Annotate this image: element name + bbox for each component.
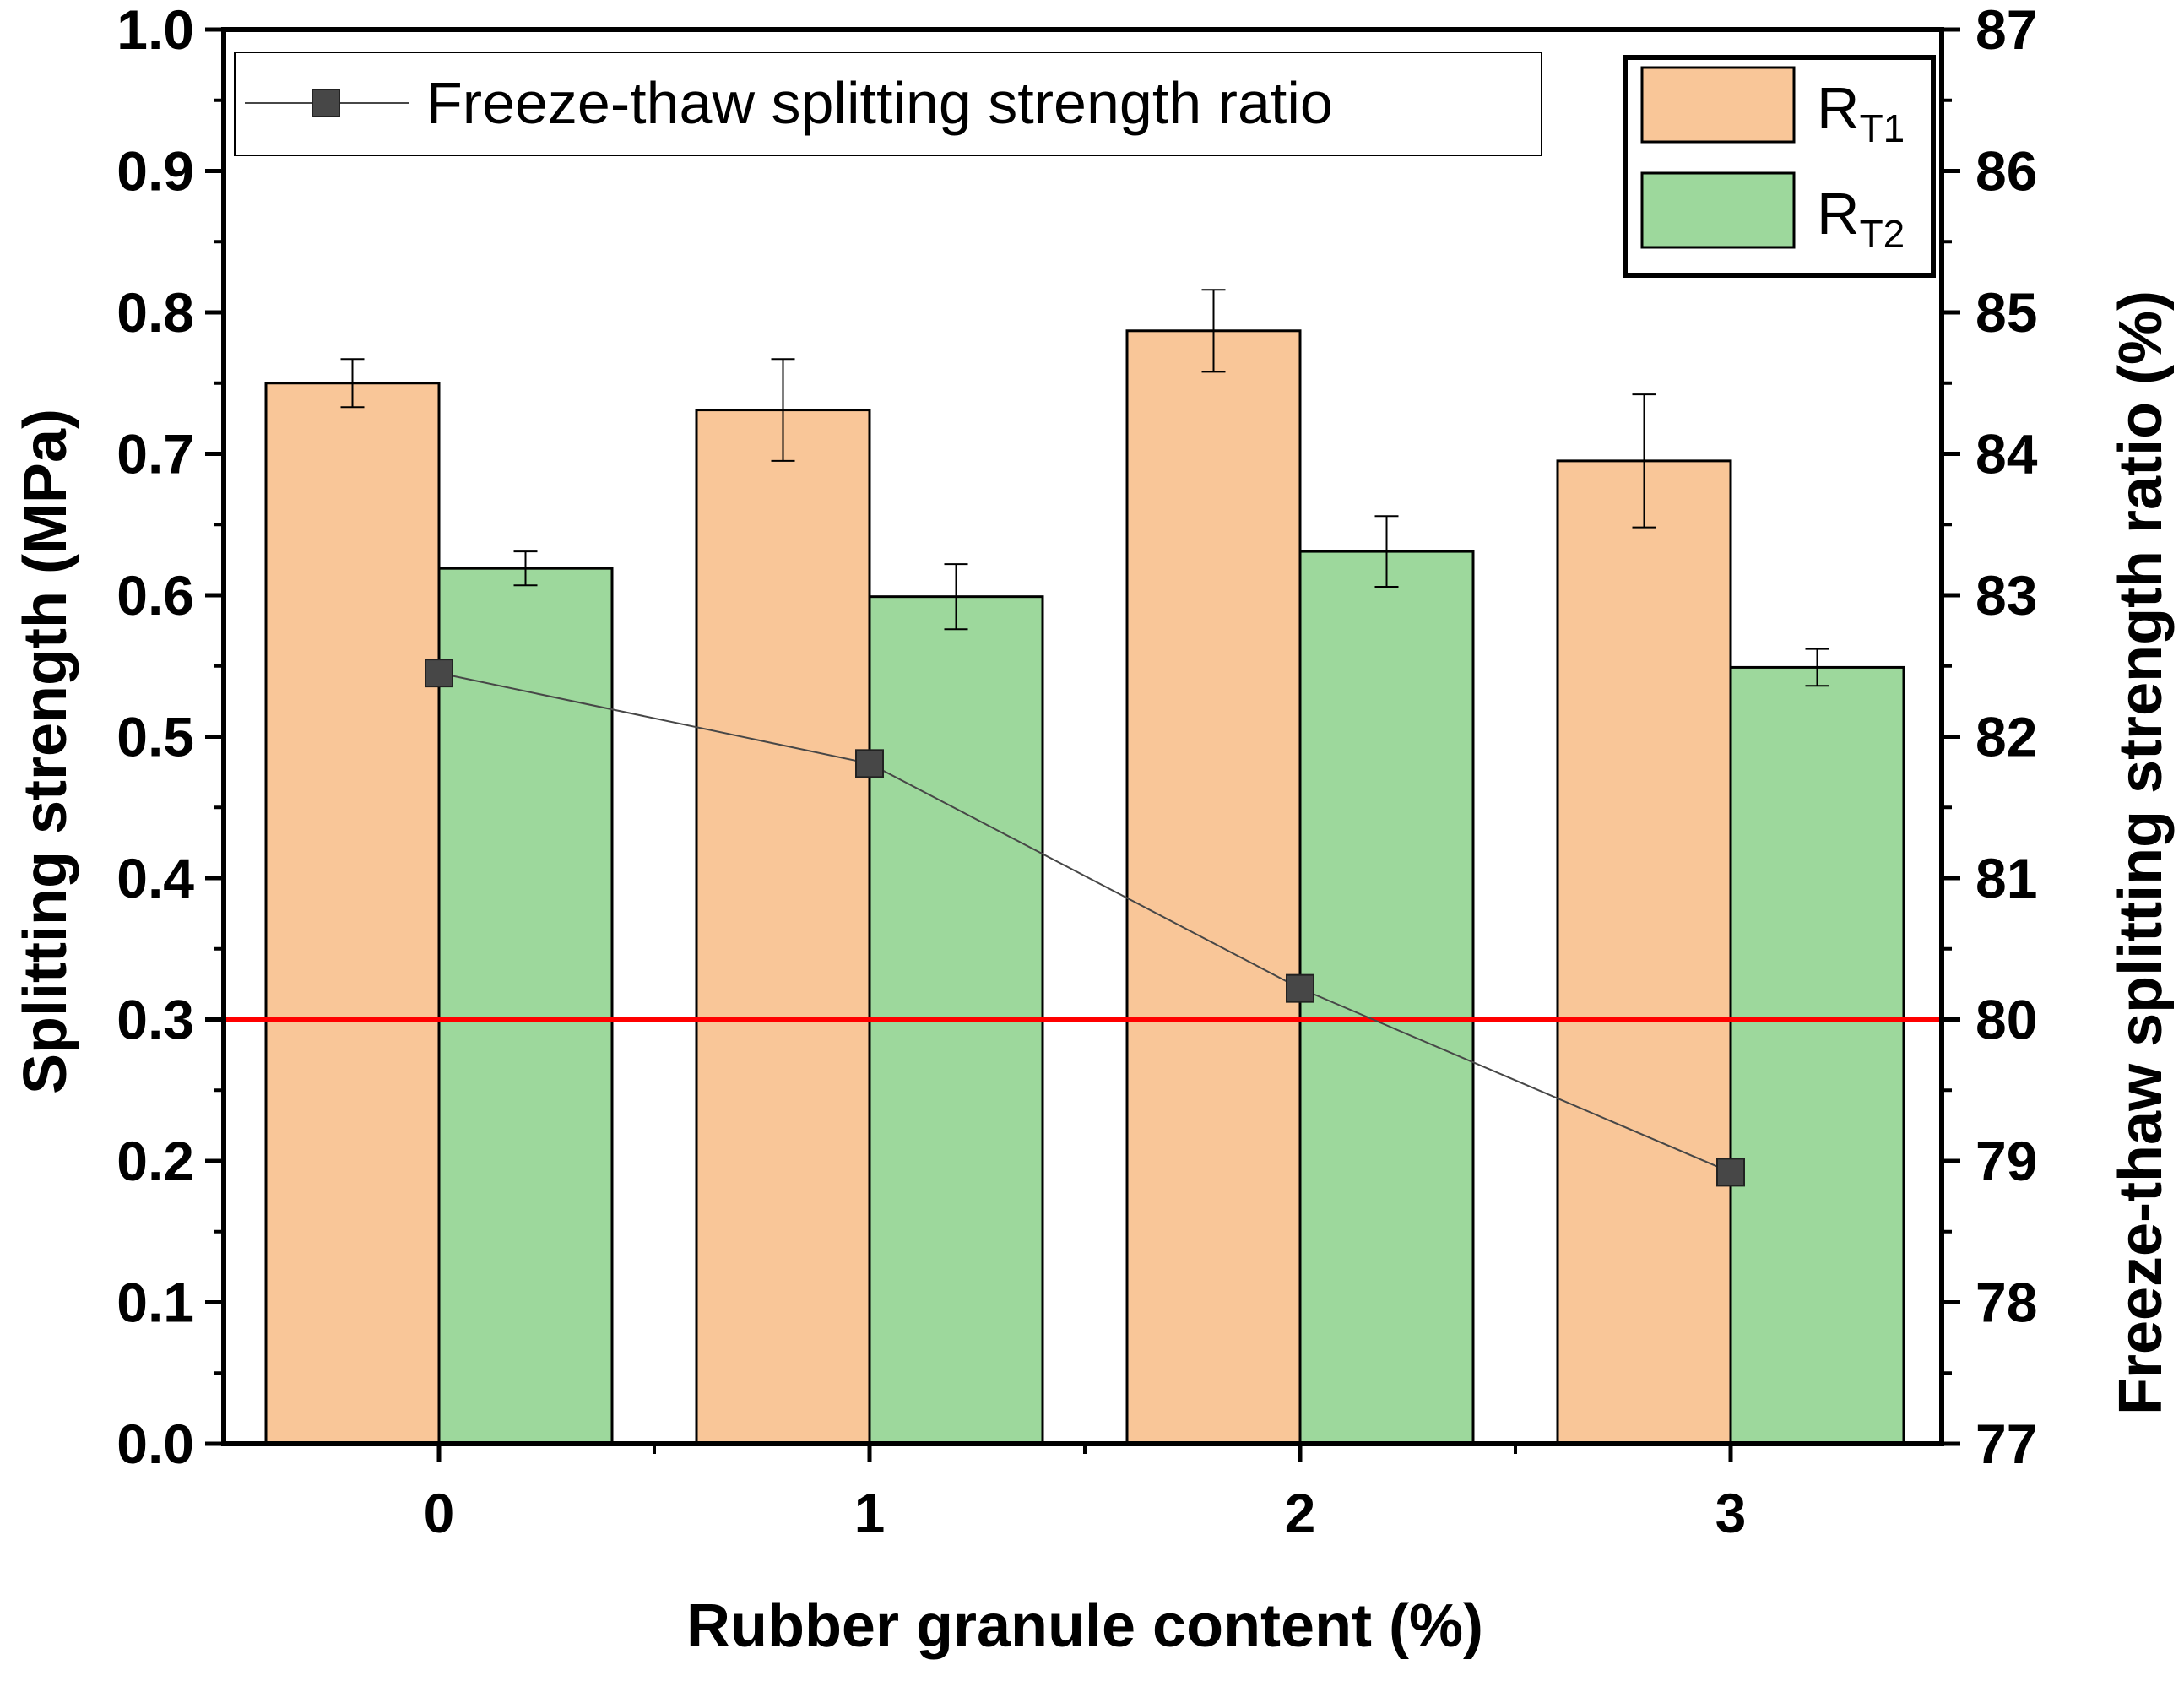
ratio-point-1: [855, 749, 884, 778]
y2-axis-title: Freeze-thaw splitting strength ratio (%): [2107, 290, 2175, 1415]
bar-T2-2: [1298, 550, 1475, 1445]
ratio-point-3: [1716, 1158, 1745, 1187]
y2-tick-label: 78: [1975, 1272, 2037, 1334]
y-tick-label: 0.2: [117, 1130, 194, 1192]
y2-tick-label: 79: [1975, 1130, 2037, 1192]
ratio-point-2: [1286, 973, 1314, 1003]
legend-line-label: Freeze-thaw splitting strength ratio: [426, 70, 1333, 136]
legend-label-T2: RT2: [1817, 181, 1905, 256]
y-tick-label: 0.1: [117, 1272, 194, 1334]
x-axis-title: Rubber granule content (%): [686, 1592, 1483, 1660]
bar-T1-0: [264, 382, 441, 1445]
ratio-point-0: [425, 659, 453, 688]
legend-line-marker: [312, 89, 340, 117]
y2-tick-label: 81: [1975, 847, 2037, 909]
x-tick-label: 2: [1285, 1482, 1316, 1544]
bar-T2-3: [1729, 665, 1905, 1445]
bars-layer: [264, 329, 1905, 1445]
bar-T1-2: [1125, 329, 1302, 1445]
y-tick-label: 0.3: [117, 989, 194, 1051]
x-tick-label: 3: [1715, 1482, 1747, 1544]
x-tick-label: 0: [424, 1482, 455, 1544]
y-tick-label: 0.7: [117, 423, 194, 485]
x-tick-label: 1: [854, 1482, 886, 1544]
bar-T1-1: [695, 409, 871, 1445]
y-tick-label: 0.0: [117, 1413, 194, 1475]
errorbars-layer: [340, 289, 1829, 687]
y-tick-label: 0.8: [117, 281, 194, 344]
y2-tick-label: 86: [1975, 140, 2037, 203]
legend-line-box: [234, 52, 1542, 156]
legend-layer: Freeze-thaw splitting strength ratio RT1 R…: [234, 52, 1936, 278]
legend-label-T1: RT1: [1817, 75, 1905, 150]
legend-swatch-T2: [1640, 171, 1796, 249]
y-axis-title: Splitting strength (MPa): [12, 409, 79, 1094]
y-tick-label: 0.5: [117, 706, 194, 768]
ratio-line: [438, 672, 1731, 1174]
y2-tick-label: 82: [1975, 706, 2037, 768]
bar-T2-0: [437, 567, 614, 1445]
y-tick-label: 0.9: [117, 140, 194, 203]
ratio-line-layer: [425, 659, 1745, 1187]
y2-tick-label: 83: [1975, 564, 2037, 626]
ticks-layer: 0.0 0.1 0.2 0.3 0.4 0.5 0.6 0.7 0.8 0.9 1.0 77 78 79 8…: [117, 0, 2037, 1544]
bar-T1-3: [1556, 459, 1732, 1445]
y2-tick-label: 87: [1975, 0, 2037, 61]
y2-tick-label: 80: [1975, 989, 2037, 1051]
legend-swatch-T1: [1640, 66, 1796, 144]
y-tick-label: 1.0: [117, 0, 194, 61]
y2-tick-label: 85: [1975, 281, 2037, 344]
y2-tick-label: 84: [1975, 423, 2038, 485]
y-tick-label: 0.6: [117, 564, 194, 626]
y2-tick-label: 77: [1975, 1413, 2037, 1475]
y-tick-label: 0.4: [117, 847, 194, 909]
